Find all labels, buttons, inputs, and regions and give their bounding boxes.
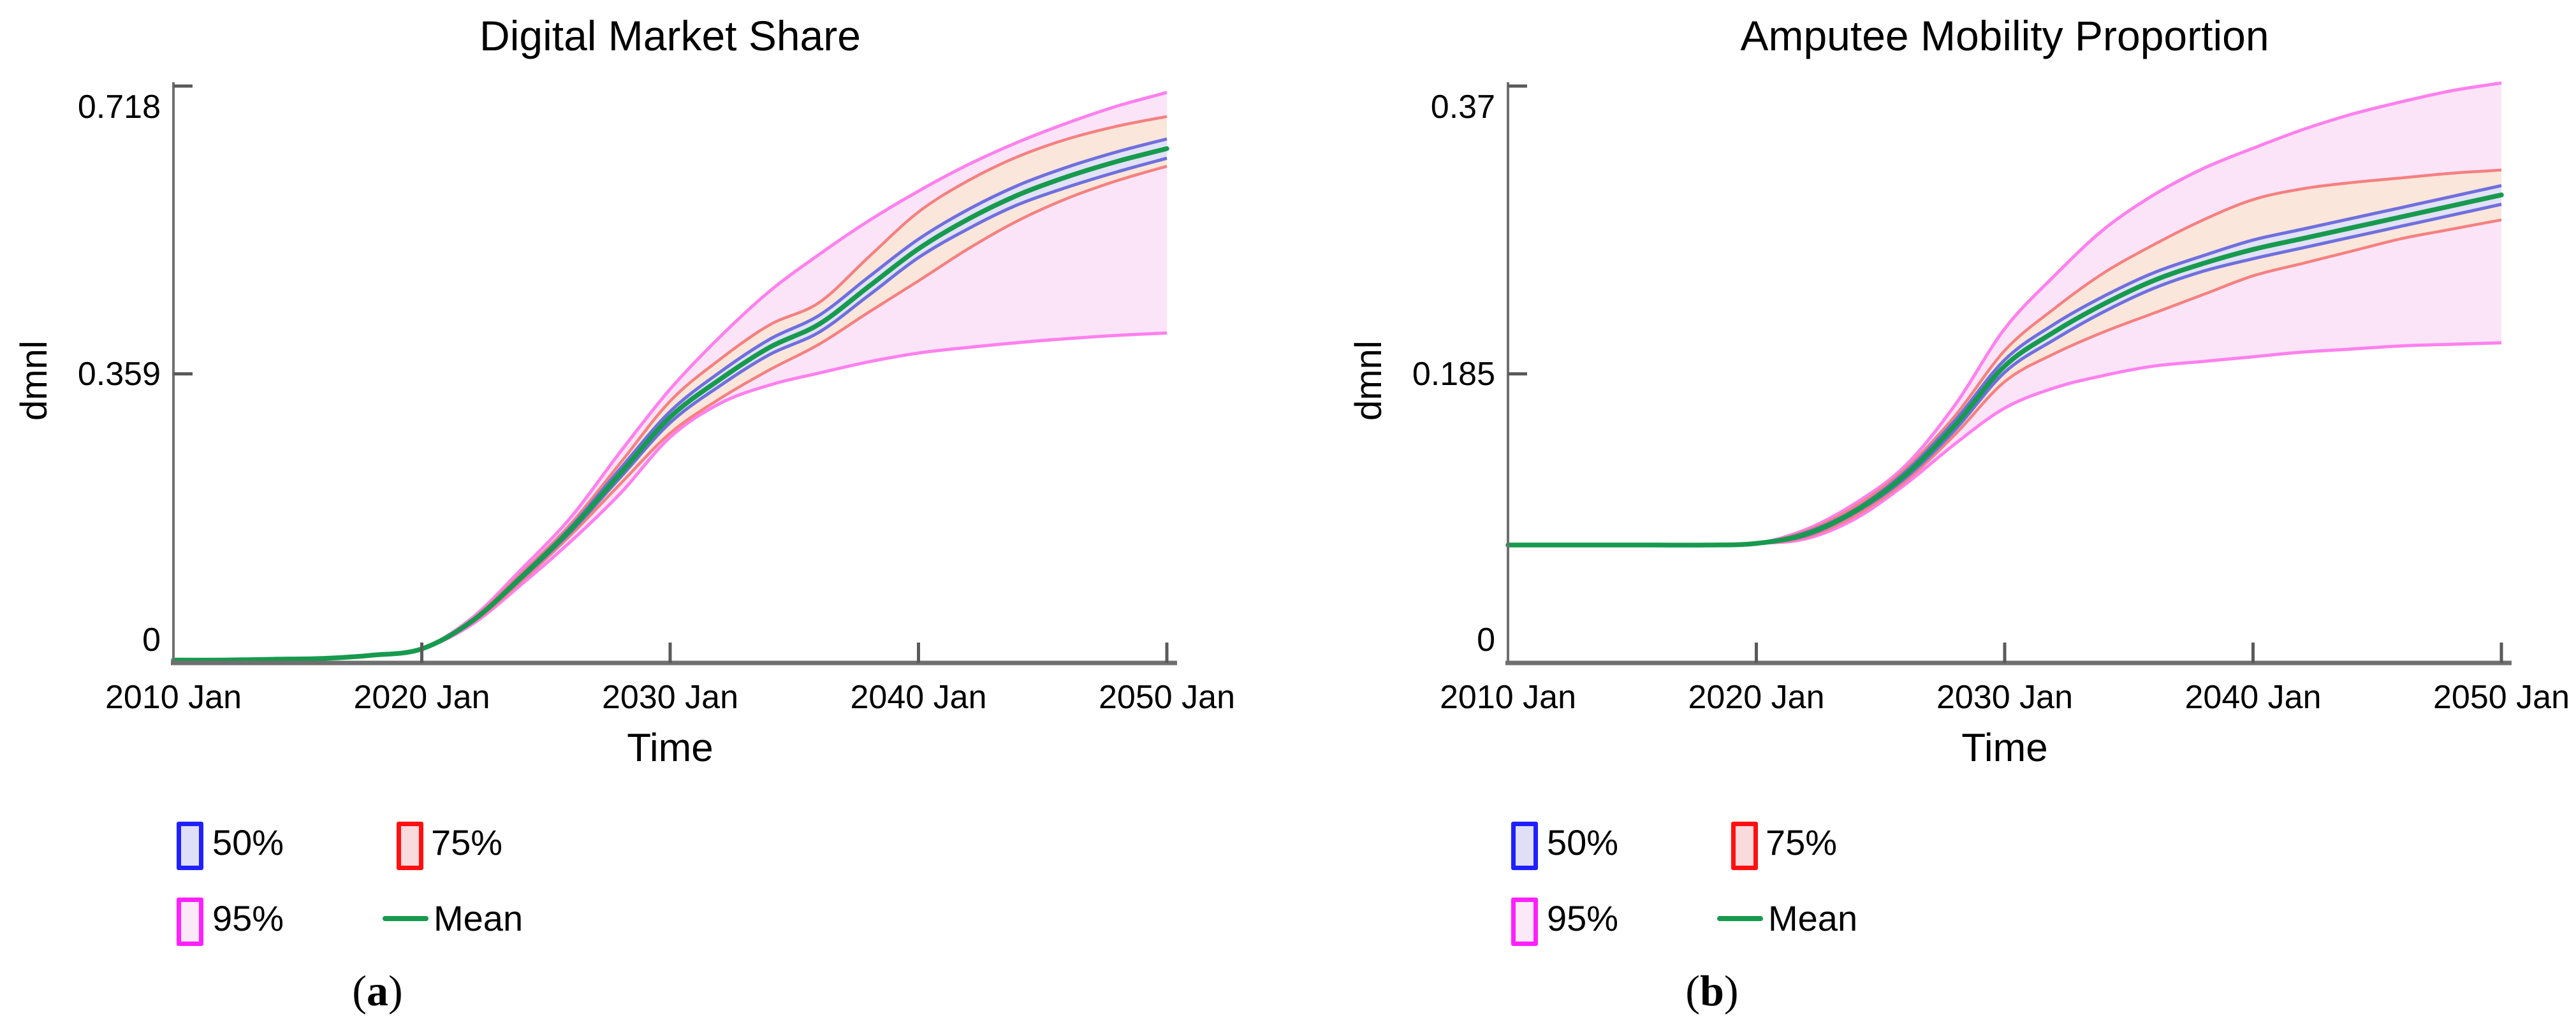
x-tick-label: 2010 Jan: [1440, 679, 1576, 716]
legend-label-mean: Mean: [1768, 898, 1858, 938]
panel-a: Digital Market Share dmnl Time 0 0.359 0.7…: [13, 12, 1235, 1015]
legend-swatch-50-icon: [177, 822, 203, 870]
x-tick-label: 2030 Jan: [1936, 679, 2073, 716]
chart-b-x-axis-label: Time: [1961, 726, 2048, 770]
legend-swatch-75-icon: [1731, 822, 1758, 870]
legend-label-75: 75%: [1766, 822, 1838, 862]
x-tick-label: 2010 Jan: [105, 679, 242, 716]
y-tick-label: 0.359: [77, 355, 161, 393]
chart-b-title: Amputee Mobility Proportion: [1740, 12, 2269, 59]
chart-b-plot: [1505, 81, 2512, 665]
chart-a-title: Digital Market Share: [479, 12, 861, 59]
mean-line: [171, 146, 1169, 663]
band-fill-95%: [1508, 83, 2501, 546]
x-tick-label: 2040 Jan: [850, 679, 987, 716]
legend-mean-line-icon: [1717, 916, 1763, 921]
x-tick-label: 2040 Jan: [2184, 679, 2322, 716]
chart-a-x-axis-label: Time: [627, 726, 714, 770]
x-tick-label: 2050 Jan: [2433, 679, 2570, 716]
x-tick-label: 2020 Jan: [353, 679, 490, 716]
x-tick-label: 2020 Jan: [1688, 679, 1825, 716]
mean-line: [1505, 193, 2504, 548]
y-tick-label: 0: [1477, 622, 1495, 658]
legend-label-mean: Mean: [434, 898, 523, 938]
caption-b: (b): [1685, 966, 1739, 1015]
legend-label-95: 95%: [212, 898, 284, 938]
legend-label-75: 75%: [431, 822, 503, 862]
legend-mean-line-icon: [383, 916, 428, 921]
legend-label-50: 50%: [1547, 822, 1619, 862]
x-tick-label: 2050 Jan: [1099, 679, 1235, 716]
band-fill-75%: [1508, 170, 2501, 546]
legend-swatch-50-icon: [1511, 822, 1538, 870]
y-tick-label: 0.185: [1412, 355, 1495, 393]
legend-swatch-95-icon: [177, 898, 203, 946]
y-tick-label: 0.718: [77, 89, 161, 126]
chart-a-plot: [171, 82, 1177, 665]
y-tick-label: 0.37: [1430, 89, 1495, 126]
band-edge-95%-low: [173, 331, 1167, 662]
legend-label-50: 50%: [212, 822, 284, 862]
legend-swatch-75-icon: [397, 822, 423, 870]
legend-label-95: 95%: [1547, 898, 1619, 938]
legend-swatch-95-icon: [1511, 898, 1538, 946]
caption-a: (a): [352, 966, 403, 1015]
x-tick-label: 2030 Jan: [602, 679, 738, 716]
y-tick-label: 0: [142, 622, 161, 658]
